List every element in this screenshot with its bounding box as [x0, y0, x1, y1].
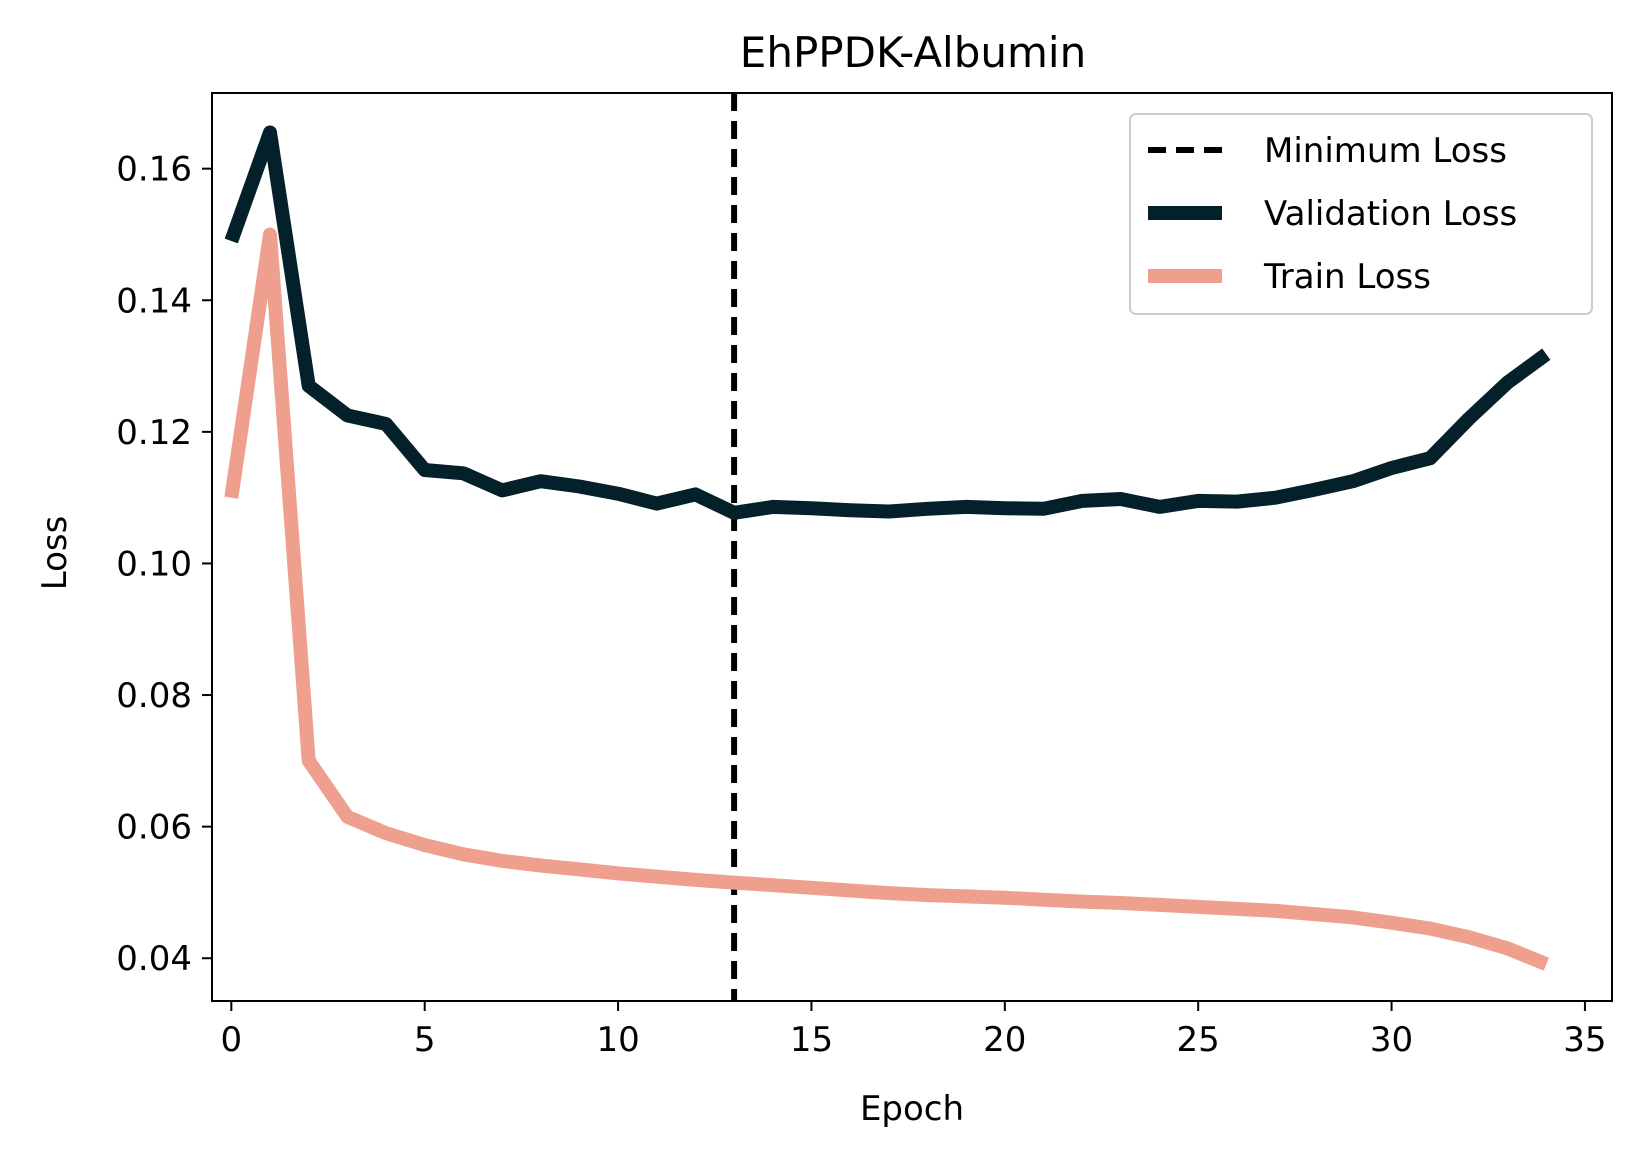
train-loss-line [224, 227, 1549, 971]
legend-label-minimum-loss: Minimum Loss [1264, 131, 1507, 171]
x-tick-label: 5 [414, 1020, 436, 1060]
chart-title: EhPPDK-Albumin [740, 28, 1086, 77]
x-tick-label: 0 [221, 1020, 243, 1060]
y-tick-label: 0.12 [116, 413, 192, 453]
y-axis-ticks: 0.04 0.06 0.08 0.10 0.12 0.14 0.16 [116, 150, 212, 979]
x-tick-label: 10 [596, 1020, 639, 1060]
x-axis-ticks: 0 5 10 15 20 25 30 35 [221, 1001, 1607, 1060]
y-tick-label: 0.10 [116, 544, 192, 584]
x-tick-label: 20 [983, 1020, 1026, 1060]
x-tick-label: 15 [790, 1020, 833, 1060]
y-tick-label: 0.08 [116, 676, 192, 716]
y-tick-label: 0.14 [116, 281, 192, 321]
x-tick-label: 25 [1177, 1020, 1220, 1060]
plot-frame [211, 92, 1613, 1002]
legend-label-validation-loss: Validation Loss [1264, 194, 1517, 234]
legend: Minimum Loss Validation Loss Train Loss [1129, 113, 1593, 315]
validation-loss-line [224, 125, 1551, 520]
x-tick-label: 30 [1370, 1020, 1413, 1060]
x-axis-title: Epoch [860, 1089, 964, 1129]
plot-lines [224, 93, 1551, 1001]
y-tick-label: 0.04 [116, 939, 192, 979]
y-axis-title: Loss [35, 516, 75, 591]
legend-label-train-loss: Train Loss [1263, 257, 1431, 297]
legend-box [1129, 113, 1593, 315]
x-tick-label: 35 [1563, 1020, 1606, 1060]
y-tick-label: 0.16 [116, 150, 192, 190]
y-tick-label: 0.06 [116, 808, 192, 848]
